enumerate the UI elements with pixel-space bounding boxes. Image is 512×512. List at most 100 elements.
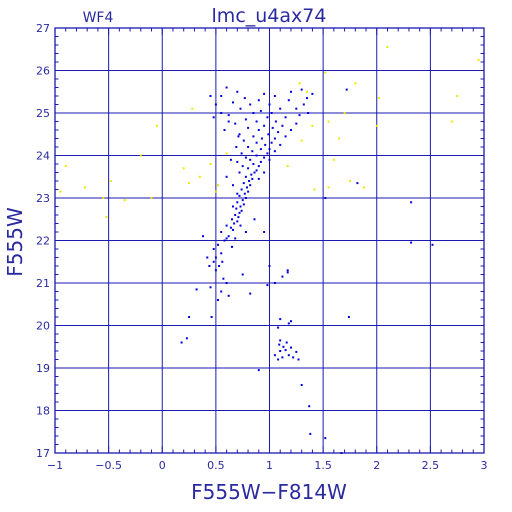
y-tick-label: 27 bbox=[36, 22, 50, 35]
data-point bbox=[386, 46, 389, 49]
data-point bbox=[220, 231, 223, 233]
y-tick-label: 19 bbox=[36, 362, 50, 375]
data-point bbox=[277, 131, 280, 134]
data-point bbox=[247, 167, 250, 170]
data-point bbox=[308, 405, 311, 408]
data-point bbox=[242, 182, 245, 185]
data-point bbox=[257, 369, 260, 372]
data-point bbox=[123, 199, 126, 202]
data-point bbox=[266, 152, 269, 155]
data-point bbox=[243, 192, 246, 195]
data-point bbox=[238, 211, 241, 214]
data-point bbox=[220, 252, 223, 255]
data-point bbox=[244, 118, 247, 121]
data-point bbox=[249, 292, 252, 295]
data-point bbox=[220, 95, 223, 97]
data-point bbox=[255, 169, 258, 172]
x-tick-label: −1 bbox=[47, 459, 63, 472]
data-point bbox=[235, 207, 238, 210]
data-point bbox=[377, 97, 380, 100]
data-point bbox=[281, 356, 284, 359]
data-point bbox=[295, 107, 298, 110]
data-point bbox=[84, 186, 86, 189]
data-point bbox=[270, 141, 273, 144]
data-point bbox=[297, 358, 300, 361]
data-point bbox=[286, 271, 289, 274]
data-point bbox=[241, 199, 244, 202]
data-point bbox=[220, 290, 223, 293]
data-point bbox=[250, 173, 253, 176]
data-point bbox=[450, 120, 453, 123]
data-point bbox=[302, 103, 305, 106]
data-point bbox=[243, 97, 246, 100]
data-point bbox=[257, 99, 260, 102]
data-point bbox=[345, 88, 348, 91]
data-point bbox=[347, 316, 350, 318]
y-tick-label: 26 bbox=[36, 65, 50, 78]
data-point bbox=[362, 186, 365, 189]
data-point bbox=[241, 273, 244, 276]
data-point bbox=[225, 237, 228, 240]
data-point bbox=[273, 150, 276, 153]
data-point bbox=[238, 133, 241, 136]
data-point bbox=[300, 384, 303, 386]
data-point bbox=[227, 294, 230, 297]
data-point bbox=[268, 265, 271, 267]
data-point bbox=[273, 282, 276, 284]
y-tick-labels: 17 18 19 20 21 22 23 24 25 26 27 bbox=[36, 22, 50, 460]
data-point bbox=[242, 203, 245, 206]
data-point bbox=[236, 90, 239, 93]
data-point bbox=[229, 158, 232, 161]
data-point bbox=[208, 265, 211, 267]
data-point bbox=[222, 277, 225, 280]
data-point bbox=[287, 99, 290, 102]
data-point bbox=[234, 122, 237, 125]
x-tick-label: 3 bbox=[481, 459, 488, 472]
data-point bbox=[327, 120, 330, 123]
data-point bbox=[332, 158, 335, 161]
data-point bbox=[237, 216, 240, 219]
data-point bbox=[311, 92, 314, 95]
data-point bbox=[282, 345, 285, 348]
data-point bbox=[285, 341, 288, 344]
data-point bbox=[229, 226, 232, 229]
data-point bbox=[264, 143, 267, 146]
data-point bbox=[223, 129, 226, 131]
data-point bbox=[239, 107, 242, 110]
data-point bbox=[188, 316, 191, 318]
data-point bbox=[212, 116, 215, 119]
data-point bbox=[212, 260, 215, 263]
data-point bbox=[278, 343, 281, 346]
data-point bbox=[268, 103, 271, 106]
data-point bbox=[284, 349, 287, 352]
data-point bbox=[298, 114, 301, 117]
x-tick-label: 1.5 bbox=[314, 459, 332, 472]
data-point bbox=[239, 224, 242, 227]
y-tick-label: 18 bbox=[36, 405, 50, 418]
data-point bbox=[59, 190, 62, 193]
data-point bbox=[255, 120, 258, 123]
data-point bbox=[240, 152, 243, 155]
data-point bbox=[105, 216, 108, 219]
data-point bbox=[242, 139, 245, 142]
data-point bbox=[292, 356, 295, 359]
x-tick-label: −0.5 bbox=[95, 459, 122, 472]
data-point bbox=[253, 171, 256, 174]
y-tick-label: 24 bbox=[36, 150, 50, 163]
data-point bbox=[279, 107, 282, 110]
y-tick-label: 25 bbox=[36, 107, 50, 120]
data-point bbox=[311, 124, 314, 127]
y-tick-label: 23 bbox=[36, 192, 50, 205]
data-point bbox=[241, 165, 244, 168]
data-point bbox=[191, 107, 194, 110]
data-point bbox=[227, 114, 230, 117]
data-point bbox=[182, 167, 185, 170]
data-point bbox=[240, 209, 243, 212]
data-point bbox=[286, 165, 289, 168]
data-point bbox=[309, 432, 312, 435]
data-point bbox=[251, 150, 254, 153]
y-tick-label: 20 bbox=[36, 320, 50, 333]
data-point bbox=[225, 224, 228, 227]
data-point bbox=[277, 326, 280, 329]
